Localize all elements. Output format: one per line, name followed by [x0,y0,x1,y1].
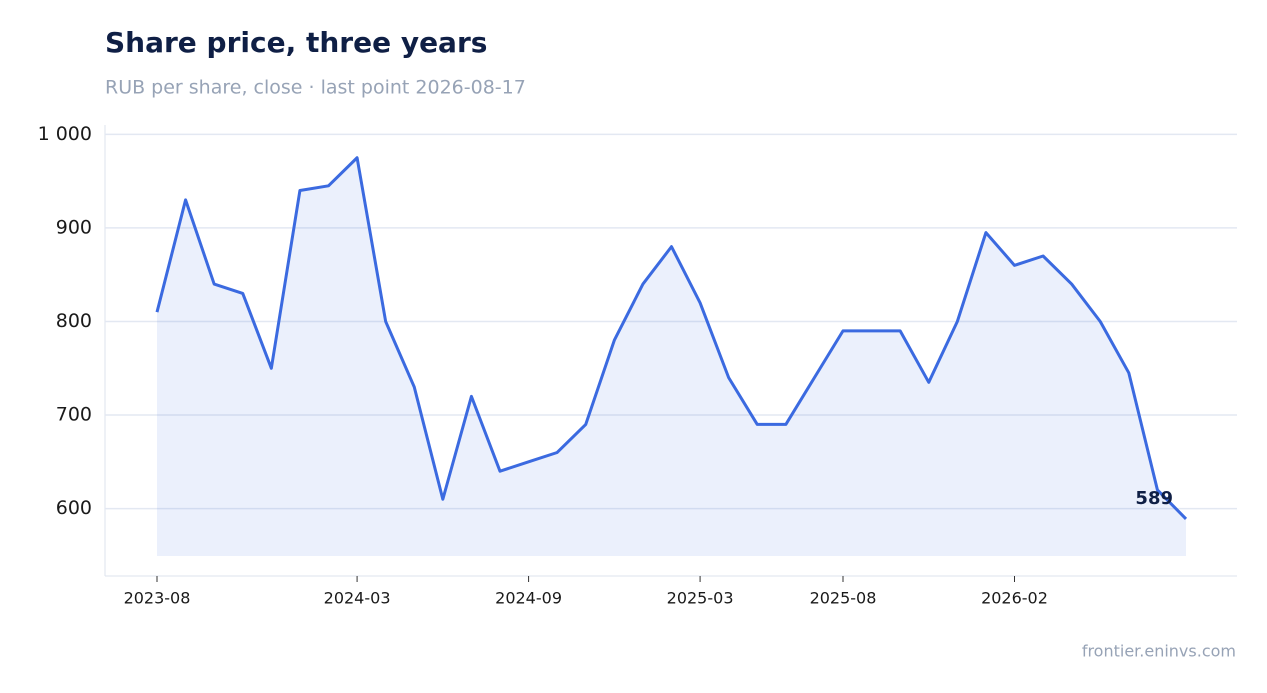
y-tick-label: 600 [56,497,92,519]
source: frontier.eninvs.com [1082,642,1236,661]
x-tick-label: 2026-02 [981,589,1048,608]
y-tick-label: 800 [56,310,92,332]
x-tick-label: 2025-03 [667,589,734,608]
y-tick-label: 700 [56,404,92,426]
line [155,156,1188,520]
area [157,157,1186,556]
last-value-label: 589 [1135,488,1173,509]
chart-subtitle: RUB per share, close · last point 2026-0… [105,77,526,99]
y-tick-label: 900 [56,216,92,238]
x-tick-label: 2025-08 [810,589,877,608]
x-tick-label: 2024-09 [495,589,562,608]
x-tick-label: 2024-03 [324,589,391,608]
chart-title: Share price, three years [105,26,487,59]
x-tick-label: 2023-08 [124,589,191,608]
y-tick-label: 1 000 [38,123,92,145]
